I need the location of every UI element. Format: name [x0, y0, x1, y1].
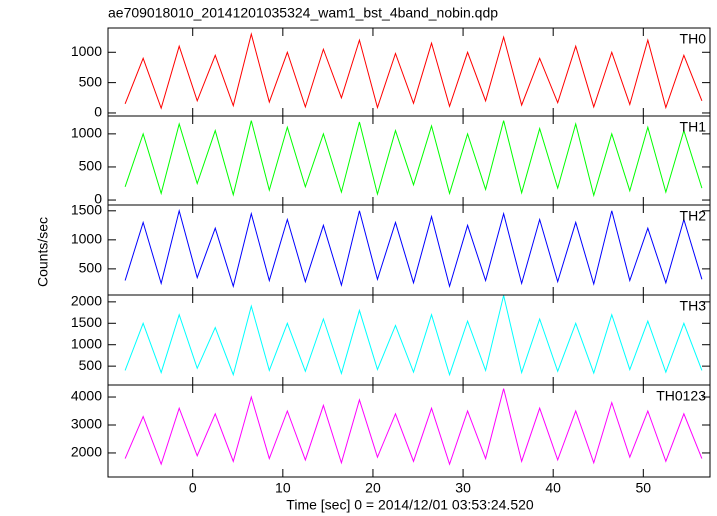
y-tick-label: 3000	[71, 416, 102, 432]
panel-label: TH1	[680, 119, 707, 135]
series-line	[124, 295, 703, 377]
panel-frame	[107, 384, 711, 478]
y-tick-label: 0	[94, 191, 102, 207]
x-axis-label: Time [sec] 0 = 2014/12/01 03:53:24.520	[286, 497, 534, 513]
panel-label: TH3	[680, 298, 707, 314]
y-tick-label: 1000	[71, 335, 102, 351]
panel-label: TH0	[680, 31, 707, 47]
y-tick-label: 500	[79, 73, 103, 89]
y-tick-label: 2000	[71, 444, 102, 460]
y-tick-label: 500	[79, 357, 103, 373]
x-tick-label: 30	[455, 480, 471, 496]
y-tick-label: 1000	[71, 125, 102, 141]
y-tick-label: 1000	[71, 43, 102, 59]
x-tick-label: 10	[275, 480, 291, 496]
x-tick-label: 50	[636, 480, 652, 496]
y-tick-label: 500	[79, 260, 103, 276]
y-tick-label: 1000	[71, 231, 102, 247]
x-tick-label: 0	[189, 480, 197, 496]
y-tick-label: 0	[94, 104, 102, 120]
y-tick-label: 1500	[71, 314, 102, 330]
series-line	[124, 120, 703, 198]
y-tick-label: 2000	[71, 293, 102, 309]
x-tick-label: 20	[365, 480, 381, 496]
panel-frame	[107, 204, 711, 296]
panel-label: TH2	[680, 208, 707, 224]
chart-title: ae709018010_20141201035324_wam1_bst_4ban…	[108, 5, 498, 21]
series-line	[124, 208, 703, 289]
y-tick-label: 4000	[71, 388, 102, 404]
y-axis-label: Counts/sec	[35, 217, 51, 287]
panel-label: TH0123	[656, 388, 706, 404]
y-tick-label: 500	[79, 158, 103, 174]
series-line	[124, 388, 703, 466]
series-line	[124, 32, 703, 110]
y-tick-label: 1500	[71, 202, 102, 218]
panel-frame	[107, 27, 711, 117]
x-tick-label: 40	[545, 480, 561, 496]
